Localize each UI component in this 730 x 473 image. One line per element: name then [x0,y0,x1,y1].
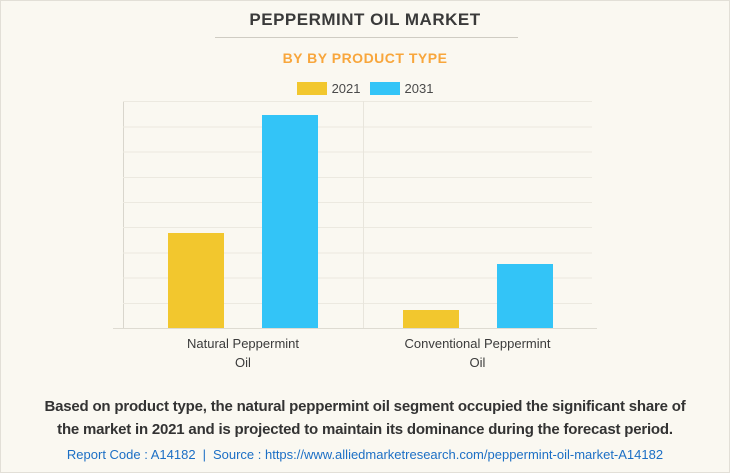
description-text: Based on product type, the natural peppe… [44,398,686,438]
legend-item-2021[interactable]: 2021 [296,81,361,96]
bar-group-natural-peppermint-oil [123,101,363,328]
footer: Report Code : A14182 | Source : https://… [1,447,729,462]
x-axis-label-conventional-peppermint-oil: Conventional Peppermint Oil [404,336,551,370]
x-axis-labels: Natural Peppermint Oil Conventional Pepp… [123,334,592,372]
x-axis-line [113,328,597,329]
legend-swatch-2021 [296,82,327,95]
legend-item-2031[interactable]: 2031 [369,81,434,96]
title-divider [215,37,518,38]
bar-natural-2021[interactable] [168,233,224,328]
legend: 2021 2031 [1,81,729,96]
category-divider-gridline [363,101,364,328]
bar-natural-2031[interactable] [262,115,318,328]
plot-area [123,101,592,328]
legend-label-2031: 2031 [404,81,434,96]
bar-conventional-2031[interactable] [496,264,553,328]
legend-swatch-2031 [369,82,400,95]
chart-subtitle: BY BY PRODUCT TYPE [282,50,448,66]
bar-conventional-2021[interactable] [402,310,459,328]
x-axis-label-natural-peppermint-oil: Natural Peppermint Oil [187,336,299,370]
report-code: Report Code : A14182 [66,447,196,462]
bar-group-conventional-peppermint-oil [363,101,592,328]
footer-separator: | [202,447,206,462]
source-link[interactable]: Source : https://www.alliedmarketresearc… [212,447,664,462]
page-title: PEPPERMINT OIL MARKET [249,10,481,29]
legend-label-2021: 2021 [331,81,361,96]
